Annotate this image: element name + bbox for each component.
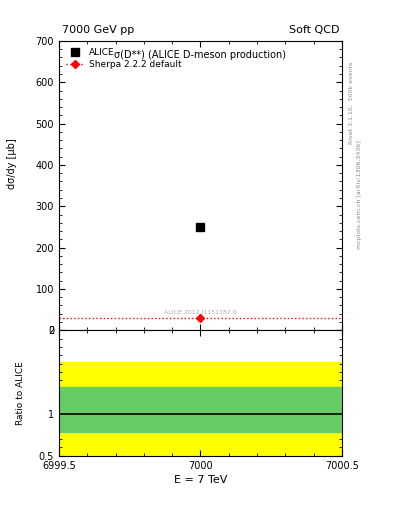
- Text: Soft QCD: Soft QCD: [288, 25, 339, 35]
- Text: 7000 GeV pp: 7000 GeV pp: [62, 25, 134, 35]
- Text: dσ/dy [µb]: dσ/dy [µb]: [7, 138, 17, 189]
- Text: ALICE 2012 J1151187.0: ALICE 2012 J1151187.0: [164, 310, 237, 314]
- Legend: ALICE, Sherpa 2.2.2 default: ALICE, Sherpa 2.2.2 default: [63, 46, 184, 72]
- X-axis label: E = 7 TeV: E = 7 TeV: [174, 475, 227, 485]
- Text: mcplots.cern.ch [arXiv:1306.3436]: mcplots.cern.ch [arXiv:1306.3436]: [357, 140, 362, 249]
- Text: σ(D**) (ALICE D-meson production): σ(D**) (ALICE D-meson production): [114, 50, 286, 59]
- Text: Rivet 3.1.10,  500k events: Rivet 3.1.10, 500k events: [349, 61, 354, 143]
- Y-axis label: Ratio to ALICE: Ratio to ALICE: [16, 361, 25, 425]
